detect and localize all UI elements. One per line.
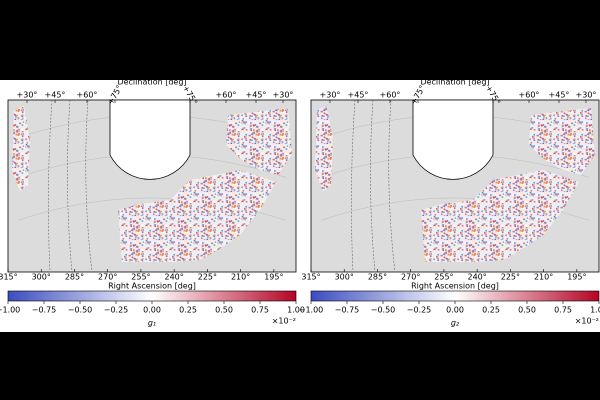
colorbar-tick-label: 0.00 bbox=[143, 306, 161, 315]
x-tick-label: 240° bbox=[165, 273, 184, 282]
x-tick-label: 270° bbox=[98, 273, 117, 282]
top-axis-label: Declination [deg] bbox=[117, 78, 186, 87]
x-tick-label: 255° bbox=[434, 273, 453, 282]
footprint bbox=[421, 170, 579, 262]
graticule-dashed bbox=[388, 99, 396, 273]
x-tick-label: 195° bbox=[264, 273, 283, 282]
colorbar-tick-label: −0.50 bbox=[68, 306, 93, 315]
dec-tick-label: +60° bbox=[216, 91, 237, 100]
colorbar-tick-label: 0.50 bbox=[215, 306, 233, 315]
colorbar-tick-label: −0.50 bbox=[371, 306, 396, 315]
colorbar-tick-label: −0.25 bbox=[104, 306, 129, 315]
x-axis-label: Right Ascension [deg] bbox=[411, 282, 499, 291]
x-tick-label: 300° bbox=[335, 273, 354, 282]
colorbar bbox=[310, 290, 600, 302]
colorbar-tick-label: 0.00 bbox=[446, 306, 464, 315]
colorbar-tick-label: −0.75 bbox=[32, 306, 57, 315]
x-tick-label: 285° bbox=[368, 273, 387, 282]
dec-tick-label: +60° bbox=[380, 91, 401, 100]
colorbar-label: g₁ bbox=[148, 319, 156, 328]
x-tick-label: 225° bbox=[501, 273, 520, 282]
graticule-dashed bbox=[67, 99, 73, 273]
x-tick-label: 315° bbox=[301, 273, 320, 282]
colorbar-tick-label: 1.00 bbox=[287, 306, 305, 315]
colorbar-tick-label: 1.00 bbox=[590, 306, 600, 315]
dec-tick-label: +45° bbox=[45, 91, 66, 100]
x-tick-label: 270° bbox=[401, 273, 420, 282]
x-tick-label: 255° bbox=[131, 273, 150, 282]
x-axis-label: Right Ascension [deg] bbox=[108, 282, 196, 291]
colorbar-tick-label: −1.00 bbox=[299, 306, 324, 315]
colorbar-label: g₂ bbox=[451, 319, 460, 328]
colorbar-tick-label: 0.50 bbox=[518, 306, 536, 315]
x-tick-label: 210° bbox=[231, 273, 250, 282]
cutout bbox=[109, 99, 191, 180]
colorbar-offset: ×10⁻² bbox=[575, 317, 599, 326]
dec-tick-label: +30° bbox=[320, 91, 341, 100]
graticule-dashed bbox=[351, 99, 356, 273]
dec-tick-label: +45° bbox=[348, 91, 369, 100]
dec-tick-label: +60° bbox=[519, 91, 540, 100]
top-axis-label: Declination [deg] bbox=[420, 78, 489, 87]
x-tick-label: 315° bbox=[0, 273, 18, 282]
cutout bbox=[412, 99, 494, 180]
x-tick-label: 285° bbox=[65, 273, 84, 282]
colorbar-tick-label: 0.25 bbox=[482, 306, 500, 315]
graticule-dashed bbox=[370, 99, 376, 273]
colorbar-tick-label: 0.75 bbox=[554, 306, 572, 315]
x-tick-label: 195° bbox=[567, 273, 586, 282]
footprint bbox=[226, 108, 292, 175]
dec-tick-label: +45° bbox=[246, 91, 267, 100]
graticule-dashed bbox=[48, 99, 53, 273]
colorbar-tick-label: −0.25 bbox=[407, 306, 432, 315]
dec-tick-label: +30° bbox=[17, 91, 38, 100]
colorbar-tick-label: −1.00 bbox=[0, 306, 20, 315]
dec-tick-label: +45° bbox=[549, 91, 570, 100]
colorbar-offset: ×10⁻² bbox=[272, 317, 296, 326]
x-tick-label: 240° bbox=[468, 273, 487, 282]
footprint bbox=[529, 108, 595, 175]
colorbar-tick-label: 0.25 bbox=[179, 306, 197, 315]
x-tick-label: 300° bbox=[32, 273, 51, 282]
dec-tick-label: +30° bbox=[576, 91, 597, 100]
x-tick-label: 225° bbox=[198, 273, 217, 282]
dec-tick-label: +60° bbox=[77, 91, 98, 100]
graticule-dashed bbox=[85, 99, 93, 273]
colorbar bbox=[7, 290, 297, 302]
colorbar-tick-label: 0.75 bbox=[251, 306, 269, 315]
colorbar-tick-label: −0.75 bbox=[335, 306, 360, 315]
x-tick-label: 210° bbox=[534, 273, 553, 282]
footprint bbox=[118, 170, 276, 262]
footprint bbox=[315, 106, 333, 192]
dec-tick-label: +30° bbox=[273, 91, 294, 100]
footprint bbox=[12, 106, 30, 192]
